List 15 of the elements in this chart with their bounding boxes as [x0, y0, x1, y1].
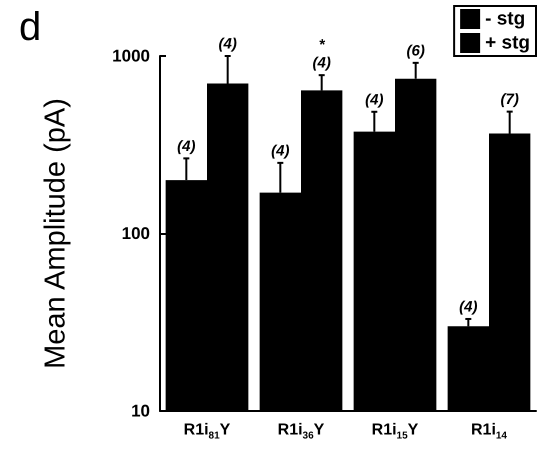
annotation: (4) [459, 298, 478, 316]
annotation: * (4) [312, 36, 331, 72]
y-tick-label: 10 [131, 402, 150, 420]
annotation: (4) [177, 138, 196, 155]
y-tick-label: 100 [122, 224, 150, 243]
annotation: (4) [365, 91, 384, 108]
annotation: (6) [406, 42, 425, 60]
annotation: (4) [218, 36, 237, 52]
annotation: (7) [500, 91, 519, 108]
y-tick-label: 1000 [112, 46, 150, 66]
legend-label: + stg [485, 32, 530, 54]
chart-title: d [19, 5, 42, 49]
legend-label: - stg [485, 8, 526, 30]
annotation: (4) [271, 142, 290, 160]
y-axis-title: Mean Amplitude (pA) [40, 98, 72, 369]
